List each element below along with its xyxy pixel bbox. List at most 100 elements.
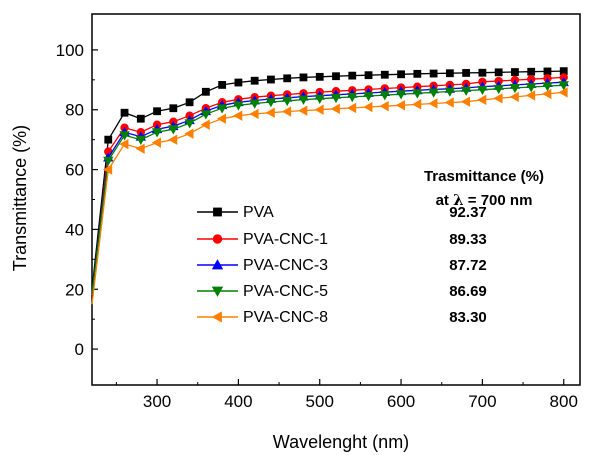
data-point [558,87,568,98]
data-point [526,83,537,93]
data-point [445,69,454,78]
legend: PVA PVA-CNC-1 PVA-CNC-3 PVA-CNC-5 PVA-CNC-8 [197,204,328,326]
annotation-header-prefix: at [436,192,454,209]
data-point [477,94,487,106]
data-point [543,67,552,76]
legend-marker [211,259,224,270]
data-point [314,94,325,104]
data-point [494,68,503,77]
x-tick-label: 300 [143,392,171,411]
annotation-value: 92.37 [449,204,487,221]
data-point [413,69,422,78]
data-point [299,73,308,82]
data-point [151,128,163,138]
y-tick-label: 0 [75,340,84,359]
annotation-header-line2: at λ = 700 nm [436,191,533,209]
data-point [478,68,487,77]
annotation-value: 83.30 [449,309,487,326]
legend-label: PVA-CNC-5 [243,283,328,300]
data-point [527,67,536,76]
y-tick-label: 100 [56,41,84,60]
data-point [511,68,519,76]
data-point [397,70,405,79]
x-tick-label: 600 [387,392,415,411]
x-tick-label: 400 [224,392,252,411]
data-point [136,114,145,123]
data-point [234,78,243,87]
data-point [493,93,503,104]
data-point [509,91,519,103]
data-point [184,119,195,129]
data-point [525,90,536,101]
data-point [135,135,146,145]
data-point [216,113,227,124]
annotation-values: 92.37 89.33 87.72 86.69 83.30 [449,204,487,326]
data-point [347,92,358,103]
x-tick-label: 700 [468,392,496,411]
data-point [218,81,227,89]
data-point [283,74,292,83]
data-point [379,91,390,101]
y-tick-label: 80 [65,101,84,120]
annotation-value: 89.33 [449,231,487,248]
data-point [119,138,129,150]
legend-marker [211,286,224,297]
data-point [151,137,161,148]
data-point [265,107,275,118]
legend-item: PVA-CNC-8 [197,309,328,326]
legend-label: PVA-CNC-8 [243,309,328,326]
data-point [249,99,260,109]
data-point [542,88,552,100]
data-point [185,98,194,107]
data-point [119,131,130,141]
data-point [346,102,357,114]
data-point [330,93,342,104]
data-point [200,110,212,120]
data-point [429,69,438,78]
x-axis-label: Wavelenght (nm) [273,432,409,452]
data-point [103,156,114,166]
data-point [332,72,340,81]
series-pva-cnc-5 [91,81,569,294]
data-point [169,104,178,113]
data-point [460,86,472,96]
data-point [201,87,210,96]
data-point [250,76,259,85]
data-point [444,97,454,108]
data-point [558,81,569,91]
tick-labels: 300 400 500 600 700 800 0 20 40 60 80 100 [56,41,578,411]
legend-marker [213,207,222,217]
legend-marker [212,234,223,244]
data-point [168,134,178,145]
data-point [315,72,324,81]
data-point [477,85,488,96]
data-point [102,164,113,175]
legend-label: PVA-CNC-3 [243,257,328,274]
legend-item: PVA-CNC-1 [197,231,328,248]
data-point [462,69,471,77]
data-point [104,135,113,144]
data-point [168,125,179,135]
data-point [412,99,422,110]
data-point [298,105,308,116]
data-point [412,89,423,99]
data-point [314,104,324,115]
data-point [281,106,292,117]
legend-item: PVA-CNC-3 [197,257,328,274]
data-point [153,107,161,116]
data-point [200,119,210,130]
data-point [395,90,407,100]
data-point [249,108,259,120]
data-point [233,110,243,121]
annotation-value: 86.69 [449,283,487,300]
y-tick-label: 20 [65,280,84,299]
legend-label: PVA [243,204,274,221]
legend-label: PVA-CNC-1 [243,231,328,248]
series-layer [91,67,569,305]
x-tick-label: 500 [306,392,334,411]
data-point [460,96,471,107]
data-point [428,88,439,98]
data-point [364,71,373,80]
y-tick-label: 60 [65,161,84,180]
